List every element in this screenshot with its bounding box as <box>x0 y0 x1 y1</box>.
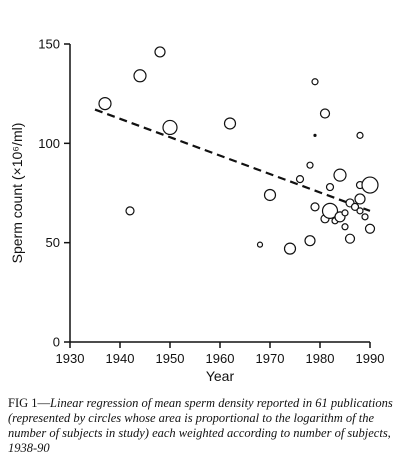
figure-label: FIG 1— <box>8 396 51 410</box>
data-point <box>341 223 349 231</box>
data-point <box>256 241 264 248</box>
data-point <box>350 202 360 212</box>
data-point <box>133 69 147 83</box>
y-tick-label: 50 <box>46 235 60 250</box>
data-point <box>98 96 112 111</box>
data-point <box>306 161 314 169</box>
regression-line <box>94 108 371 212</box>
data-point <box>354 193 366 205</box>
data-point <box>344 233 356 244</box>
x-tick-label: 1940 <box>106 351 135 366</box>
data-point <box>356 131 364 139</box>
data-point <box>361 213 369 221</box>
x-tick-label: 1950 <box>156 351 185 366</box>
x-axis-title: Year <box>206 368 235 384</box>
x-ticks: 1930 1940 1950 1960 1970 1980 1990 <box>56 342 385 366</box>
data-point <box>295 174 305 184</box>
data-point <box>333 168 347 182</box>
data-point <box>283 242 297 255</box>
x-tick-label: 1990 <box>356 351 385 366</box>
x-tick-label: 1980 <box>306 351 335 366</box>
plot-area <box>94 46 379 255</box>
data-point <box>364 223 376 234</box>
y-ticks: 0 50 100 150 <box>38 37 70 350</box>
data-point <box>162 119 178 136</box>
x-tick-label: 1960 <box>206 351 235 366</box>
data-point <box>341 209 349 217</box>
data-point <box>154 46 166 58</box>
x-tick-label: 1970 <box>256 351 285 366</box>
data-point <box>310 202 320 212</box>
data-point <box>313 133 317 137</box>
data-point <box>356 207 364 215</box>
scatter-chart: 0 50 100 150 1930 1940 1950 1960 1970 1980 1990 Y… <box>9 37 385 385</box>
data-point <box>223 117 237 130</box>
y-tick-label: 150 <box>38 37 60 52</box>
data-point <box>319 108 331 119</box>
data-point <box>361 176 379 194</box>
x-tick-label: 1930 <box>56 351 85 366</box>
y-tick-label: 100 <box>38 136 60 151</box>
data-point <box>311 78 319 86</box>
data-point <box>263 188 277 202</box>
data-point <box>125 206 135 216</box>
data-point <box>321 202 339 219</box>
y-tick-label: 0 <box>53 335 60 350</box>
figure-caption: FIG 1—Linear regression of mean sperm de… <box>8 396 410 456</box>
caption-text: Linear regression of mean sperm density … <box>8 396 393 455</box>
data-point <box>304 235 316 247</box>
data-point <box>325 182 335 192</box>
y-axis-title: Sperm count (×10⁶/ml) <box>9 123 25 264</box>
